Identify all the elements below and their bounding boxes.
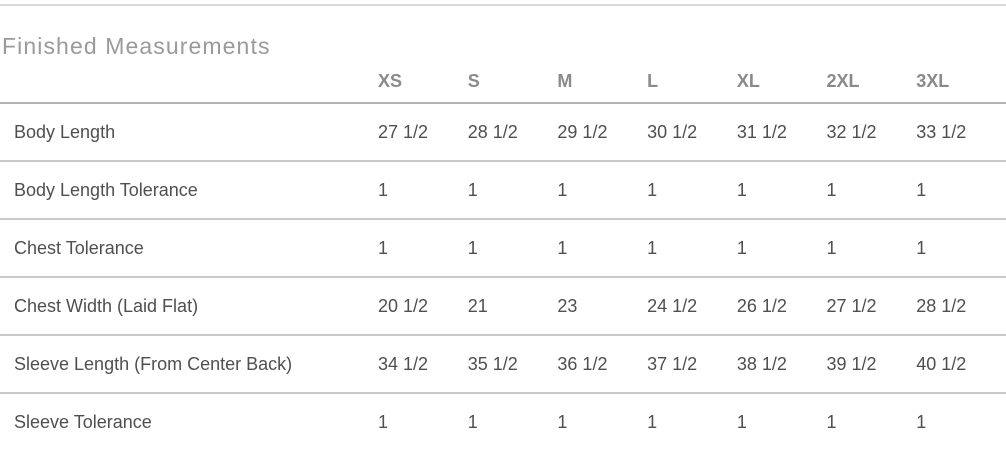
section-title: Finished Measurements [2, 33, 271, 59]
value-cell: 23 [557, 277, 648, 336]
value-cell: 1 [826, 161, 917, 220]
column-header-s: S [467, 60, 558, 104]
value-cell: 1 [647, 219, 737, 278]
value-cell: 1 [736, 161, 827, 220]
row-label: Sleeve Tolerance [14, 411, 152, 432]
table-row: Chest Width (Laid Flat) 20 1/2 21 23 24 … [0, 277, 1006, 336]
table-row: Body Length Tolerance 1 1 1 1 1 1 1 [0, 161, 1006, 220]
value-cell: 1 [557, 219, 648, 278]
table-row: Chest Tolerance 1 1 1 1 1 1 1 [0, 219, 1006, 278]
value-cell: 1 [467, 219, 558, 278]
table-row: Sleeve Length (From Center Back) 34 1/2 … [0, 335, 1006, 394]
value-cell: 32 1/2 [826, 103, 917, 162]
value-cell: 1 [826, 219, 917, 278]
column-header-m: M [557, 60, 648, 104]
value-cell: 1 [378, 411, 389, 432]
value-cell: 1 [736, 411, 747, 432]
value-cell: 27 1/2 [378, 103, 468, 162]
value-cell: 24 1/2 [647, 277, 737, 336]
value-cell: 1 [647, 411, 658, 432]
column-header-xs: XS [378, 60, 468, 104]
value-cell: 28 1/2 [467, 103, 558, 162]
column-header-xl: XL [736, 60, 827, 104]
value-cell: 1 [557, 161, 648, 220]
finished-measurements-table: XS S M L XL 2XL 3XL Body Length 27 1/2 2… [0, 60, 1006, 450]
row-label: Body Length [0, 103, 378, 162]
value-cell: 1 [557, 411, 568, 432]
column-header-l: L [647, 60, 737, 104]
value-cell: 1 [467, 411, 478, 432]
value-cell: 38 1/2 [736, 335, 827, 394]
column-header-2xl: 2XL [826, 60, 917, 104]
header-row: XS S M L XL 2XL 3XL [0, 60, 1006, 104]
value-cell: 26 1/2 [736, 277, 827, 336]
row-label: Chest Tolerance [0, 219, 378, 278]
header-spacer-cell [0, 60, 378, 104]
value-cell: 1 [916, 219, 1006, 278]
value-cell: 40 1/2 [916, 335, 1006, 394]
column-header-3xl: 3XL [916, 60, 1006, 104]
table-row: Sleeve Tolerance 1 1 1 1 1 1 1 [0, 393, 1006, 450]
value-cell: 1 [826, 411, 837, 432]
value-cell: 28 1/2 [916, 277, 1006, 336]
value-cell: 1 [647, 161, 737, 220]
value-cell: 35 1/2 [467, 335, 558, 394]
value-cell: 27 1/2 [826, 277, 917, 336]
value-cell: 1 [378, 219, 468, 278]
value-cell: 20 1/2 [378, 277, 468, 336]
value-cell: 1 [467, 161, 558, 220]
value-cell: 1 [736, 219, 827, 278]
row-label: Sleeve Length (From Center Back) [0, 335, 378, 394]
value-cell: 1 [916, 411, 927, 432]
value-cell: 1 [378, 161, 468, 220]
table-row: Body Length 27 1/2 28 1/2 29 1/2 30 1/2 … [0, 103, 1006, 162]
value-cell: 21 [467, 277, 558, 336]
value-cell: 1 [916, 161, 1006, 220]
value-cell: 29 1/2 [557, 103, 648, 162]
value-cell: 39 1/2 [826, 335, 917, 394]
value-cell: 31 1/2 [736, 103, 827, 162]
row-label: Chest Width (Laid Flat) [0, 277, 378, 336]
value-cell: 34 1/2 [378, 335, 468, 394]
value-cell: 36 1/2 [557, 335, 648, 394]
row-label: Body Length Tolerance [0, 161, 378, 220]
value-cell: 33 1/2 [916, 103, 1006, 162]
value-cell: 37 1/2 [647, 335, 737, 394]
top-divider [0, 4, 1006, 6]
value-cell: 30 1/2 [647, 103, 737, 162]
